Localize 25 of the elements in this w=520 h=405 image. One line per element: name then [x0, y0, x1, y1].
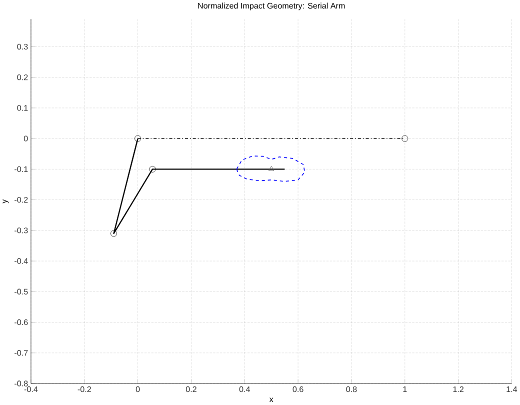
y-axis-title: y [2, 200, 9, 204]
y-tick-label: -0.5 [14, 288, 28, 295]
y-tick-label: 0 [24, 136, 28, 142]
x-tick-label: 1.2 [453, 386, 464, 392]
y-tick-label: 0.2 [17, 74, 28, 80]
x-tick-label: -0.2 [78, 386, 91, 392]
y-tick-label: -0.3 [14, 228, 28, 234]
x-tick-label: 0.2 [186, 386, 196, 392]
y-tick-label: -0.1 [14, 166, 28, 172]
x-tick-label: 0.6 [292, 386, 304, 392]
x-tick-label: 1 [403, 386, 407, 392]
x-tick-label: 1.4 [506, 386, 518, 392]
y-tick-label: -0.4 [14, 258, 28, 264]
y-tick-label: -0.8 [14, 380, 28, 387]
y-tick-label: -0.2 [14, 197, 28, 203]
chart-title: Normalized Impact Geometry: Serial Arm [198, 2, 345, 10]
y-tick-label: -0.6 [14, 320, 28, 326]
x-axis-title: x [269, 398, 274, 402]
y-tick-label: -0.7 [14, 350, 28, 356]
y-tick-label: 0.1 [17, 105, 28, 111]
x-tick-label: 0 [136, 386, 140, 392]
x-tick-label: 0.4 [239, 386, 250, 392]
y-tick-label: 0.3 [17, 44, 28, 50]
x-tick-label: 0.8 [346, 386, 357, 392]
x-tick-label: -0.4 [24, 386, 38, 392]
